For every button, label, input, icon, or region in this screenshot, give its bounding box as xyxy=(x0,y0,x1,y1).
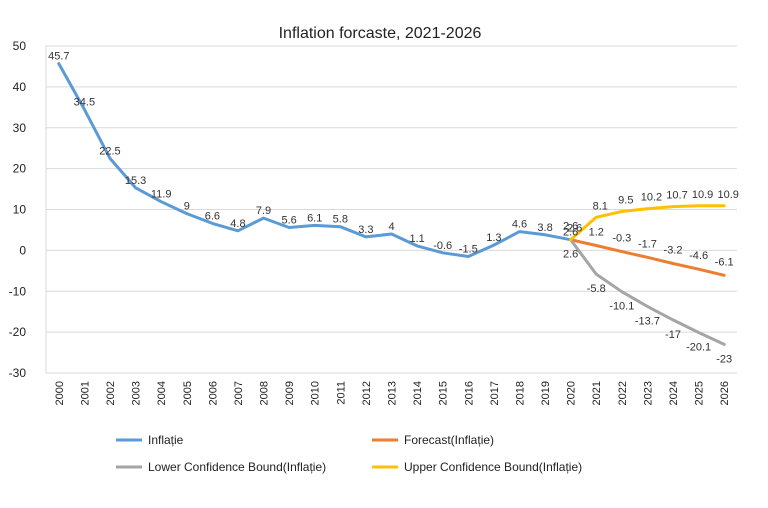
data-label: 1.2 xyxy=(589,226,604,238)
data-label: 2.6 xyxy=(563,249,578,261)
x-tick-label: 2010 xyxy=(310,381,322,405)
data-label: 4.6 xyxy=(512,219,527,231)
legend: Inflație Forecast(Inflație) Lower Confiden… xyxy=(116,433,582,474)
data-label: 3.3 xyxy=(358,224,373,236)
y-tick-label: 50 xyxy=(13,39,27,53)
x-tick-label: 2000 xyxy=(54,381,66,405)
data-label: -1.5 xyxy=(459,244,478,256)
data-label: 6.6 xyxy=(205,210,220,222)
data-label: -0.3 xyxy=(612,233,631,245)
x-tick-label: 2017 xyxy=(489,381,501,405)
x-tick-label: 2021 xyxy=(591,381,603,405)
data-label: 10.7 xyxy=(666,190,687,202)
x-tick-label: 2018 xyxy=(514,381,526,405)
series-line xyxy=(57,62,573,258)
legend-label: Forecast(Inflație) xyxy=(404,433,494,447)
x-tick-label: 2008 xyxy=(259,381,271,405)
data-label: -5.8 xyxy=(587,283,606,295)
x-tick-label: 2026 xyxy=(719,381,731,405)
y-tick-label: 10 xyxy=(13,203,27,217)
series-line xyxy=(569,238,726,346)
series-lines xyxy=(57,62,726,346)
data-label: -4.6 xyxy=(689,250,708,262)
data-label: -13.7 xyxy=(635,315,660,327)
data-label: -1.7 xyxy=(638,238,657,250)
x-tick-label: 2009 xyxy=(284,381,296,405)
x-tick-label: 2006 xyxy=(207,381,219,405)
data-label: 22.5 xyxy=(99,145,120,157)
data-label: 34.5 xyxy=(74,96,95,108)
y-tick-label: 20 xyxy=(13,162,27,176)
x-tick-label: 2015 xyxy=(438,381,450,405)
x-tick-label: 2023 xyxy=(642,381,654,405)
y-tick-label: -20 xyxy=(9,325,27,339)
data-label: -10.1 xyxy=(609,301,634,313)
x-tick-label: 2003 xyxy=(131,381,143,405)
data-labels: 45.7 34.5 22.5 15.3 11.9 9 6.6 4.8 7.9 5.6 6.1 5.8 3… xyxy=(48,51,739,366)
x-tick-label: 2024 xyxy=(668,381,680,405)
x-tick-label: 2016 xyxy=(463,381,475,405)
data-label: 4.8 xyxy=(230,218,245,230)
data-label: 3.8 xyxy=(537,222,552,234)
data-label: 5.6 xyxy=(281,214,296,226)
x-tick-label: 2025 xyxy=(694,381,706,405)
x-tick-label: 2013 xyxy=(387,381,399,405)
x-tick-label: 2007 xyxy=(233,381,245,405)
x-tick-label: 2020 xyxy=(566,381,578,405)
data-label: -6.1 xyxy=(715,256,734,268)
y-tick-label: 40 xyxy=(13,80,27,94)
series-line xyxy=(569,204,726,242)
data-label: 7.9 xyxy=(256,205,271,217)
y-tick-label: 30 xyxy=(13,121,27,135)
x-tick-label: 2002 xyxy=(105,381,117,405)
x-tick-label: 2022 xyxy=(617,381,629,405)
data-label: -23 xyxy=(716,353,732,365)
data-label: -3.2 xyxy=(664,244,683,256)
data-label: 1.1 xyxy=(409,233,424,245)
legend-label: Upper Confidence Bound(Inflație) xyxy=(404,460,582,474)
data-label: 6.1 xyxy=(307,212,322,224)
series-line xyxy=(569,238,726,277)
x-tick-label: 2005 xyxy=(182,381,194,405)
data-label: -17 xyxy=(665,329,681,341)
x-tick-label: 2012 xyxy=(361,381,373,405)
data-label: 8.1 xyxy=(593,200,608,212)
x-tick-label: 2011 xyxy=(335,381,347,405)
data-label: 11.9 xyxy=(151,189,172,201)
x-tick-label: 2004 xyxy=(156,381,168,405)
data-label: 10.2 xyxy=(641,192,662,204)
x-tick-label: 2019 xyxy=(540,381,552,405)
y-axis-ticks: 50 40 30 20 10 0 -10 -20 -30 xyxy=(9,39,27,380)
data-label: 45.7 xyxy=(48,51,69,63)
data-label: 9 xyxy=(184,201,190,213)
data-label: 15.3 xyxy=(125,175,146,187)
data-label: 2.6 xyxy=(563,227,578,239)
x-tick-label: 2014 xyxy=(412,381,424,405)
y-tick-label: -30 xyxy=(9,366,27,380)
x-tick-label: 2001 xyxy=(79,381,91,405)
y-tick-label: 0 xyxy=(19,243,26,257)
data-label: -20.1 xyxy=(686,342,711,354)
gridlines xyxy=(45,45,737,374)
chart-title: Inflation forcaste, 2021-2026 xyxy=(279,25,482,42)
x-axis-ticks: 2000 2001 2002 2003 2004 2005 2006 2007 2008 2009… xyxy=(54,381,731,405)
legend-label: Lower Confidence Bound(Inflație) xyxy=(148,460,326,474)
data-label: 9.5 xyxy=(618,195,633,207)
y-tick-label: -10 xyxy=(9,284,27,298)
data-label: -0.6 xyxy=(433,240,452,252)
data-label: 4 xyxy=(388,221,394,233)
data-label: 2.6 xyxy=(563,221,578,233)
data-label: 5.8 xyxy=(333,214,348,226)
data-label: 10.9 xyxy=(692,189,713,201)
data-label: 1.3 xyxy=(486,232,501,244)
data-label: 10.9 xyxy=(717,189,738,201)
data-label: 2.6 xyxy=(567,223,582,235)
legend-label: Inflație xyxy=(148,433,184,447)
